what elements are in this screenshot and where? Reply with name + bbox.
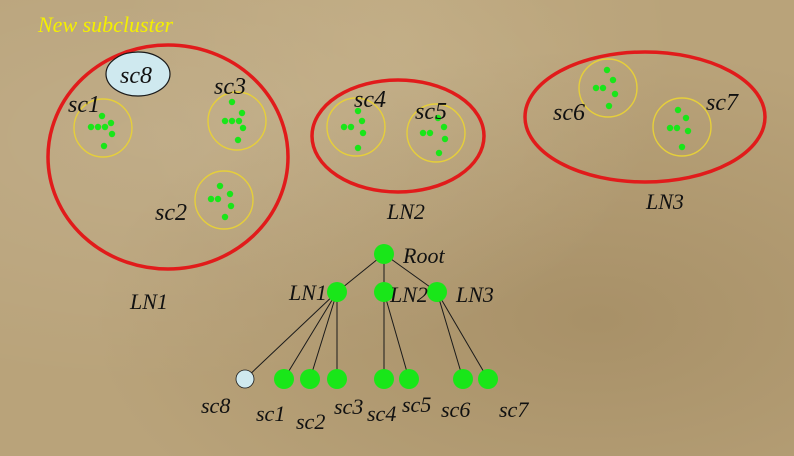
sc8-label: sc8 xyxy=(120,63,152,89)
subcluster-sc6 xyxy=(578,58,638,118)
subcluster-sc5 xyxy=(406,103,466,163)
tree-label-ln1: LN1 xyxy=(288,280,327,305)
subcluster-sc7 xyxy=(652,97,712,157)
tree-leaf-label-sc5: sc5 xyxy=(402,392,431,417)
tree-leaf-label-sc3: sc3 xyxy=(334,394,363,419)
tree-leaf-label-sc7: sc7 xyxy=(499,397,529,422)
sc1-points xyxy=(87,112,116,150)
sc3-points xyxy=(221,98,247,144)
subcluster-sc2 xyxy=(194,170,254,230)
cluster-ln2 xyxy=(310,78,486,194)
tree-leaf-sc7 xyxy=(478,369,498,389)
sc7-points xyxy=(666,106,692,151)
tree-edges xyxy=(244,253,489,380)
sc4-label: sc4 xyxy=(354,87,386,113)
sc4-points xyxy=(340,107,367,152)
tree-leaf-sc2 xyxy=(300,369,320,389)
tree-leaf-label-sc4: sc4 xyxy=(367,401,396,426)
ln2-cluster-label: LN2 xyxy=(386,199,425,224)
tree-node-ln2 xyxy=(374,282,394,302)
tree-leaf-sc4 xyxy=(374,369,394,389)
subcluster-sc3 xyxy=(207,91,267,151)
sc2-label: sc2 xyxy=(155,200,187,226)
sc5-points xyxy=(419,114,449,157)
new-subcluster-title: New subcluster xyxy=(37,12,173,37)
tree-leaf-label-sc6: sc6 xyxy=(441,397,470,422)
sc2-points xyxy=(207,182,235,221)
sc5-label: sc5 xyxy=(415,99,447,125)
subcluster-sc8-blob xyxy=(105,51,171,97)
tree-node-ln3 xyxy=(427,282,447,302)
cluster-ln1 xyxy=(46,43,290,271)
sc1-label: sc1 xyxy=(68,92,100,118)
subcluster-sc1 xyxy=(73,98,133,158)
tree-leaf-label-sc1: sc1 xyxy=(256,401,285,426)
cluster-ln3 xyxy=(523,50,767,184)
tree-leaf-label-sc8: sc8 xyxy=(201,393,230,418)
tree-label-ln3: LN3 xyxy=(455,282,494,307)
tree-label-root: Root xyxy=(402,243,445,268)
sc6-label: sc6 xyxy=(553,100,585,126)
tree-leaf-sc8 xyxy=(235,369,255,389)
ln3-cluster-label: LN3 xyxy=(645,189,684,214)
tree-node-root xyxy=(374,244,394,264)
ln1-cluster-label: LN1 xyxy=(129,289,168,314)
tree-leaf-sc5 xyxy=(399,369,419,389)
tree-label-ln2: LN2 xyxy=(389,282,428,307)
tree-leaf-sc3 xyxy=(327,369,347,389)
sc3-label: sc3 xyxy=(214,74,246,100)
tree-leaf-sc1 xyxy=(274,369,294,389)
tree-leaf-sc6 xyxy=(453,369,473,389)
subcluster-sc4 xyxy=(326,97,386,157)
tree-node-ln1 xyxy=(327,282,347,302)
sc6-points xyxy=(592,66,619,110)
sc7-label: sc7 xyxy=(706,90,739,116)
tree-leaf-label-sc2: sc2 xyxy=(296,409,325,434)
